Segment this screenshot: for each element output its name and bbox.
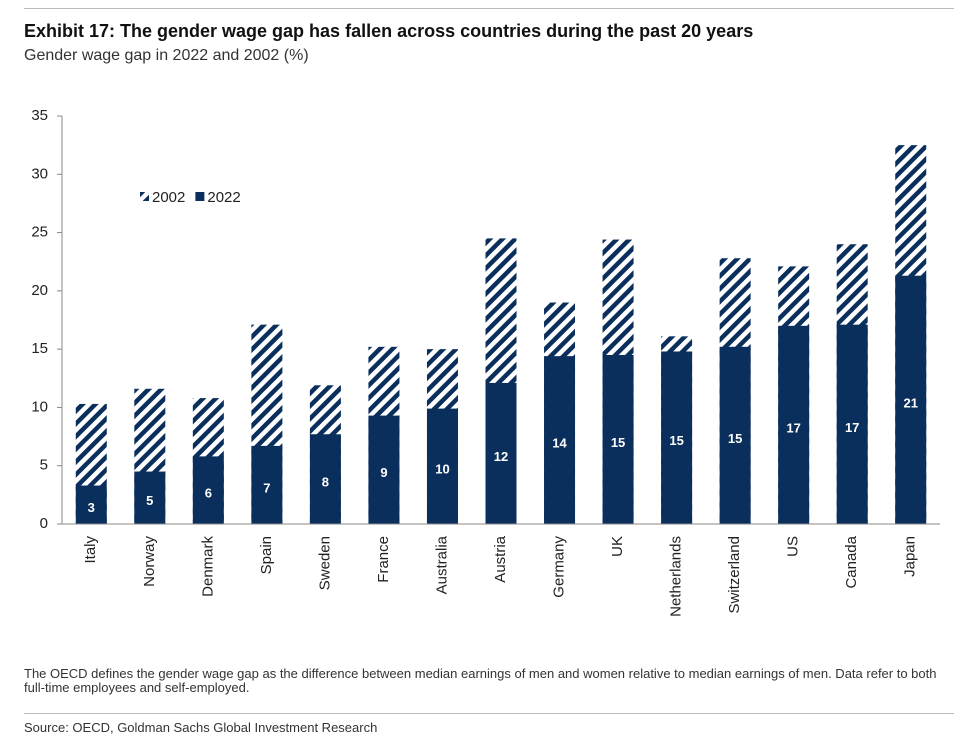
bar <box>778 325 810 524</box>
value-label: 21 <box>903 395 917 410</box>
x-tick-label: Norway <box>141 536 158 587</box>
y-tick-label: 35 <box>31 107 48 124</box>
y-tick-label: 0 <box>40 515 48 532</box>
value-label: 14 <box>552 436 567 451</box>
value-label: 5 <box>146 493 153 508</box>
value-label: 6 <box>205 486 212 501</box>
bar <box>544 356 576 524</box>
chart-title: Exhibit 17: The gender wage gap has fall… <box>24 21 753 41</box>
value-label: 17 <box>786 420 800 435</box>
value-label: 9 <box>380 465 387 480</box>
source: Source: OECD, Goldman Sachs Global Inves… <box>24 720 378 735</box>
x-tick-label: Germany <box>551 536 568 598</box>
x-tick-label: Sweden <box>316 536 333 590</box>
value-label: 7 <box>263 480 270 495</box>
value-label: 10 <box>435 462 449 477</box>
value-label: 15 <box>611 435 625 450</box>
y-tick-label: 30 <box>31 165 48 182</box>
x-tick-label: Canada <box>843 535 860 588</box>
bar <box>426 408 458 524</box>
bar <box>192 456 224 524</box>
y-tick-label: 15 <box>31 340 48 357</box>
bar <box>368 415 400 524</box>
value-label: 15 <box>669 433 683 448</box>
x-tick-label: Italy <box>82 536 99 564</box>
note: The OECD defines the gender wage gap as … <box>24 666 937 695</box>
legend-swatch <box>140 192 149 201</box>
x-tick-label: UK <box>609 536 626 557</box>
value-label: 3 <box>88 500 95 515</box>
chart-subtitle: Gender wage gap in 2022 and 2002 (%) <box>24 47 309 64</box>
x-tick-label: Australia <box>433 535 450 594</box>
value-label: 12 <box>494 449 508 464</box>
value-label: 8 <box>322 475 329 490</box>
y-tick-label: 20 <box>31 282 48 299</box>
bar <box>602 354 634 524</box>
x-tick-label: Austria <box>492 535 509 582</box>
top-rule <box>24 8 954 9</box>
bar <box>719 346 751 524</box>
bar <box>895 275 927 524</box>
bar <box>836 324 868 524</box>
x-tick-label: Switzerland <box>726 536 743 614</box>
bar <box>485 382 517 524</box>
chart: Exhibit 17: The gender wage gap has fall… <box>24 21 940 617</box>
value-label: 17 <box>845 420 859 435</box>
y-tick-label: 5 <box>40 457 48 474</box>
y-tick-label: 10 <box>31 398 48 415</box>
bar <box>309 434 341 524</box>
y-tick-label: 25 <box>31 224 48 241</box>
bar <box>134 471 166 524</box>
x-tick-label: Denmark <box>199 536 216 597</box>
x-tick-label: Netherlands <box>668 536 685 617</box>
x-tick-label: Japan <box>902 536 919 577</box>
x-tick-label: Spain <box>258 536 275 574</box>
bar <box>251 445 283 524</box>
legend-swatch <box>195 192 205 201</box>
bar <box>661 351 693 524</box>
bar <box>75 485 107 524</box>
legend-label: 2022 <box>207 189 240 206</box>
x-tick-label: US <box>785 536 802 557</box>
value-label: 15 <box>728 431 742 446</box>
x-tick-label: France <box>375 536 392 583</box>
legend-label: 2002 <box>152 189 185 206</box>
source-rule <box>24 713 954 714</box>
